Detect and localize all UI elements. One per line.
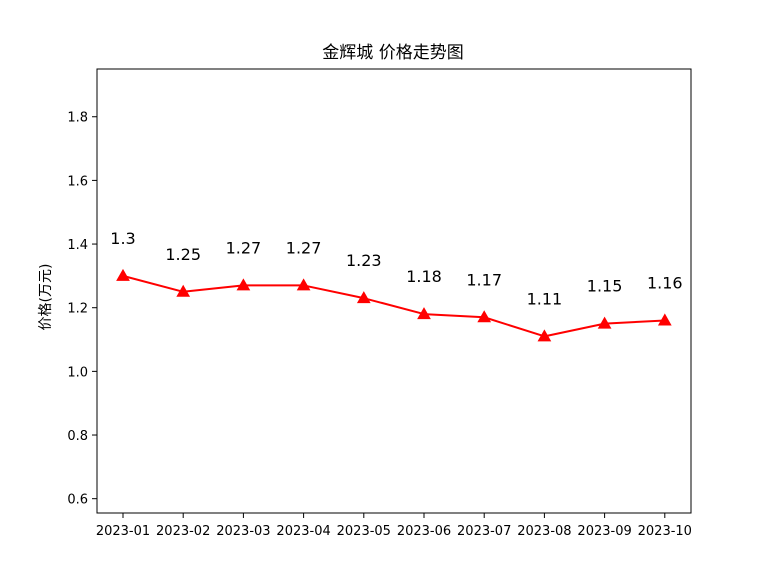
data-label: 1.27 <box>286 238 322 257</box>
data-label: 1.18 <box>406 267 442 286</box>
x-tick-label: 2023-09 <box>577 524 631 539</box>
data-point-marker <box>356 291 371 304</box>
x-tick-label: 2023-06 <box>397 524 451 539</box>
data-label: 1.23 <box>346 251 382 270</box>
x-tick-label: 2023-08 <box>517 524 571 539</box>
data-label: 1.3 <box>110 229 135 248</box>
data-point-marker <box>236 278 251 291</box>
data-label: 1.15 <box>587 277 623 296</box>
data-point-marker <box>296 278 311 291</box>
data-label: 1.25 <box>165 245 201 264</box>
data-label: 1.11 <box>527 289 563 308</box>
x-tick-label: 2023-07 <box>457 524 511 539</box>
x-tick-label: 2023-01 <box>96 524 150 539</box>
y-tick-label: 1.0 <box>67 365 88 380</box>
y-tick-label: 0.8 <box>67 429 88 444</box>
chart-title: 金辉城 价格走势图 <box>322 43 463 63</box>
x-tick-label: 2023-02 <box>156 524 210 539</box>
data-point-marker <box>477 310 492 323</box>
data-label: 1.17 <box>466 270 502 289</box>
x-tick-label: 2023-05 <box>337 524 391 539</box>
x-tick-label: 2023-04 <box>276 524 330 539</box>
data-point-marker <box>657 313 672 326</box>
y-tick-label: 1.8 <box>67 111 88 126</box>
series-line <box>122 274 665 338</box>
plot-frame <box>96 68 692 514</box>
x-tick-label: 2023-10 <box>638 524 692 539</box>
data-point-marker <box>537 329 552 342</box>
y-tick-label: 1.6 <box>67 174 88 189</box>
data-point-marker <box>417 307 431 320</box>
data-label: 1.27 <box>226 238 262 257</box>
y-tick-label: 1.4 <box>67 238 88 253</box>
x-tick-label: 2023-03 <box>216 524 270 539</box>
data-label: 1.16 <box>647 273 683 292</box>
data-point-marker <box>116 268 130 281</box>
y-axis-label: 价格(万元) <box>38 264 54 331</box>
plot-area: 0.6 0.8 1.0 1.2 1.4 1.6 1.8 2023-01 2023-02 2023-… <box>67 68 692 539</box>
y-tick-label: 1.2 <box>67 302 88 317</box>
data-point-marker <box>176 284 191 297</box>
data-point-marker <box>597 316 612 329</box>
y-tick-label: 0.6 <box>67 493 88 508</box>
